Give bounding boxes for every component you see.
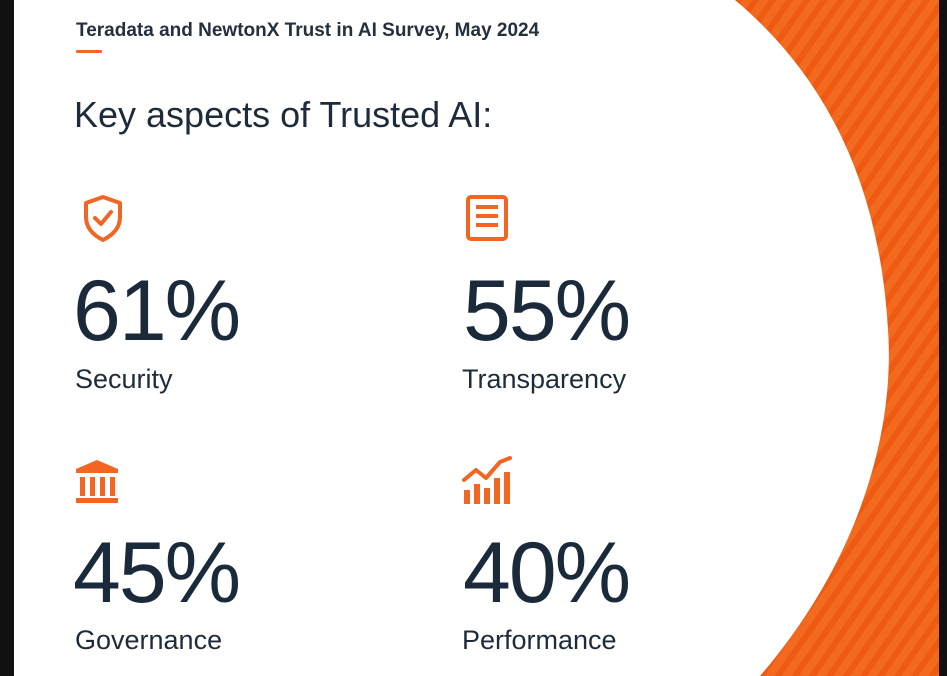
- security-percentage: 61%: [73, 263, 241, 359]
- transparency-percentage: 55%: [463, 263, 631, 359]
- page-title: Key aspects of Trusted AI:: [74, 94, 493, 135]
- performance-label: Performance: [462, 625, 617, 655]
- right-frame-edge: [939, 0, 947, 676]
- source-caption: Teradata and NewtonX Trust in AI Survey,…: [76, 20, 540, 41]
- governance-label: Governance: [75, 625, 223, 655]
- security-label: Security: [75, 364, 173, 394]
- bar-chart-trend-icon: [460, 454, 512, 504]
- transparency-label: Transparency: [462, 364, 627, 394]
- bank-building-icon: [72, 456, 122, 506]
- left-frame-edge: [0, 0, 14, 676]
- shield-check-icon: [78, 193, 128, 243]
- accent-underline: [76, 50, 102, 53]
- document-icon: [462, 193, 512, 243]
- governance-percentage: 45%: [73, 525, 241, 621]
- performance-percentage: 40%: [463, 525, 631, 621]
